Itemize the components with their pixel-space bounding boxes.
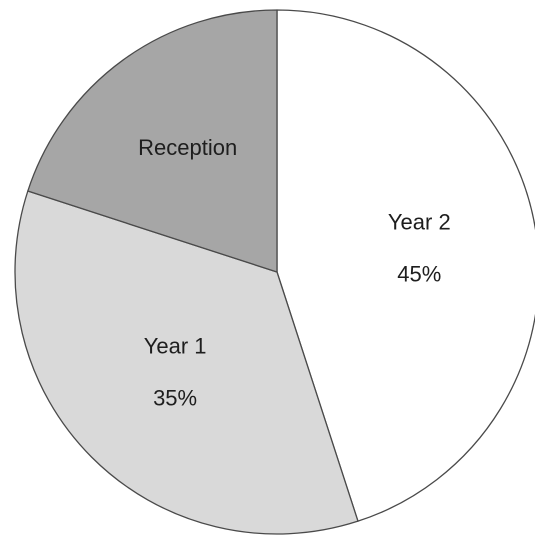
slice-label-year-1: Year 1 xyxy=(144,334,207,359)
slice-value-label-year-2: 45% xyxy=(397,261,441,286)
slice-value-label-year-1: 35% xyxy=(153,386,197,411)
slice-label-year-2: Year 2 xyxy=(388,209,451,234)
slice-label-reception: Reception xyxy=(138,135,237,160)
pie-slice-reception xyxy=(27,9,278,273)
pie-slice-year-2 xyxy=(276,9,535,522)
labels-layer: Year 2 45% Year 1 35% Reception xyxy=(138,135,451,411)
slices-layer xyxy=(14,9,535,535)
pie-slice-year-1 xyxy=(14,190,359,535)
